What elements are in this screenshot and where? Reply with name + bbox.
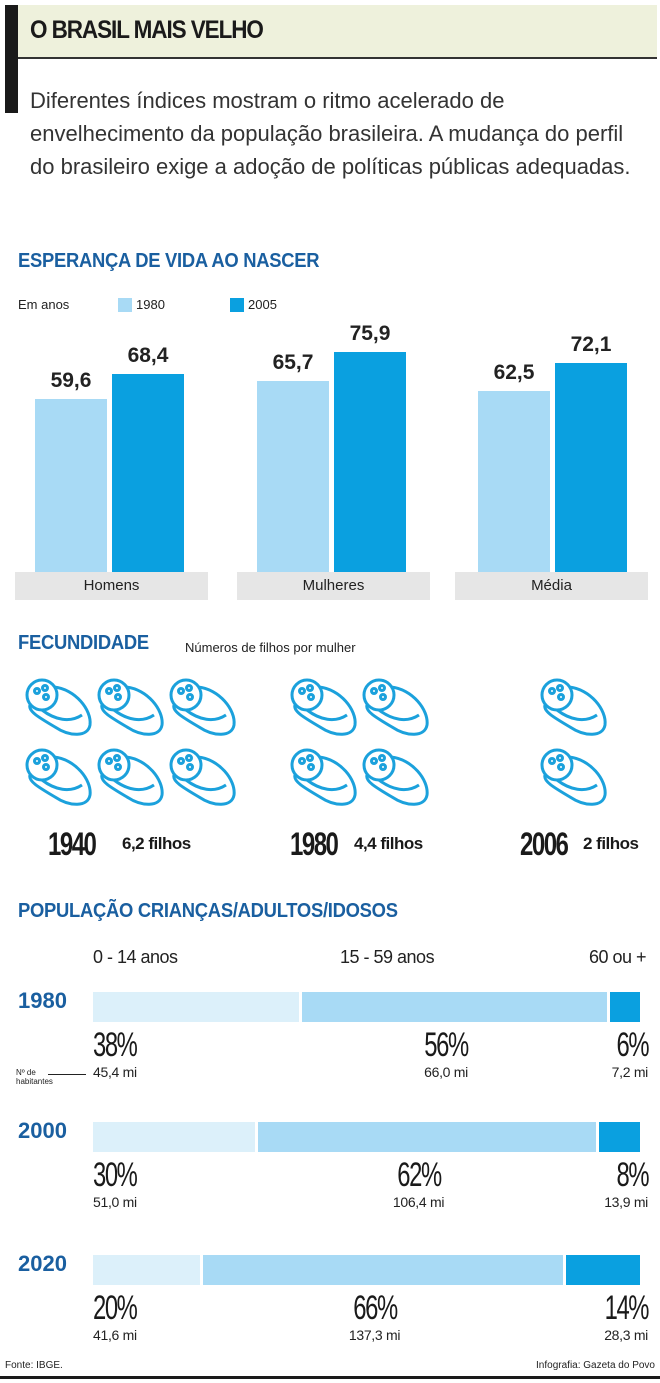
baby-icon	[92, 745, 166, 816]
segment-2	[599, 1122, 640, 1152]
value-label: 59,6	[50, 369, 92, 393]
segment-1	[258, 1122, 596, 1152]
bar-2005	[334, 351, 406, 572]
fertility-year: 2006	[520, 826, 569, 862]
legend-swatch-2005	[230, 298, 244, 312]
legend-swatch-1980	[118, 298, 132, 312]
fertility-value: 2 filhos	[583, 834, 639, 853]
population-label: 106,4 mi	[392, 1194, 445, 1210]
accent-bar	[5, 5, 18, 113]
row-year: 1980	[18, 988, 67, 1013]
category-label: Homens	[15, 572, 208, 600]
fertility-title: FECUNDIDADE	[18, 632, 149, 654]
percent-label: 8%	[616, 1156, 649, 1194]
population-label: 45,4 mi	[93, 1064, 137, 1080]
percent-label: 66%	[352, 1289, 398, 1327]
value-label: 68,4	[127, 343, 169, 367]
fertility-subtitle: Números de filhos por mulher	[185, 640, 356, 655]
baby-icon	[285, 675, 359, 746]
segment-1	[203, 1255, 563, 1285]
population-label: 13,9 mi	[604, 1194, 648, 1210]
population-label: 28,3 mi	[604, 1327, 648, 1343]
baby-icon	[164, 675, 238, 746]
population-label: 137,3 mi	[348, 1327, 401, 1343]
legend-2005: 2005	[248, 297, 277, 312]
age-group-label: 15 - 59 anos	[340, 947, 435, 967]
baby-icon	[92, 675, 166, 746]
segment-0	[93, 1255, 200, 1285]
age-group-label: 0 - 14 anos	[93, 947, 178, 967]
population-label: 41,6 mi	[93, 1327, 137, 1343]
unit-label: Em anos	[18, 297, 70, 312]
bottom-rule	[0, 1376, 660, 1379]
bar-2005	[555, 362, 627, 572]
percent-label: 62%	[396, 1156, 442, 1194]
row-year: 2020	[18, 1251, 67, 1276]
life-expectancy-title: ESPERANÇA DE VIDA AO NASCER	[18, 250, 320, 272]
population-label: 51,0 mi	[93, 1194, 137, 1210]
inhabitants-annotation: Nº de habitantes	[16, 1068, 53, 1086]
arrow-icon	[48, 1074, 86, 1075]
baby-icon	[285, 745, 359, 816]
fertility-year: 1940	[48, 826, 97, 862]
value-label: 62,5	[493, 360, 535, 384]
category-label: Média	[455, 572, 648, 600]
page-title: O BRASIL MAIS VELHO	[30, 16, 264, 44]
value-label: 75,9	[349, 321, 391, 345]
percent-label: 30%	[93, 1156, 138, 1194]
value-label: 72,1	[570, 332, 612, 356]
bar-2005	[112, 373, 184, 572]
value-label: 65,7	[272, 351, 314, 375]
legend-1980: 1980	[136, 297, 165, 312]
percent-label: 56%	[424, 1026, 469, 1064]
row-year: 2000	[18, 1118, 67, 1143]
baby-icon	[357, 745, 431, 816]
percent-label: 20%	[93, 1289, 138, 1327]
population-label: 66,0 mi	[424, 1064, 468, 1080]
age-group-label: 60 ou +	[588, 947, 647, 967]
intro-text: Diferentes índices mostram o ritmo acele…	[30, 88, 631, 179]
segment-0	[93, 1122, 255, 1152]
fertility-value: 4,4 filhos	[354, 834, 423, 853]
percent-label: 38%	[93, 1026, 138, 1064]
bar-1980	[257, 381, 329, 572]
category-label: Mulheres	[237, 572, 430, 600]
percent-label: 14%	[604, 1289, 650, 1327]
segment-2	[610, 992, 640, 1022]
baby-icon	[20, 745, 94, 816]
segment-1	[302, 992, 607, 1022]
segment-0	[93, 992, 299, 1022]
baby-icon	[357, 675, 431, 746]
bar-1980	[478, 390, 550, 572]
segment-2	[566, 1255, 640, 1285]
fertility-value: 6,2 filhos	[122, 834, 191, 853]
baby-icon	[20, 675, 94, 746]
population-title: POPULAÇÃO CRIANÇAS/ADULTOS/IDOSOS	[18, 900, 398, 922]
bar-1980	[35, 399, 107, 572]
population-label: 7,2 mi	[611, 1064, 649, 1080]
header-band	[5, 5, 657, 59]
fertility-year: 1980	[290, 826, 339, 862]
baby-icon	[535, 675, 609, 746]
baby-icon	[535, 745, 609, 816]
credit: Infografia: Gazeta do Povo	[536, 1360, 655, 1371]
percent-label: 6%	[616, 1026, 649, 1064]
source: Fonte: IBGE.	[5, 1360, 63, 1371]
baby-icon	[164, 745, 238, 816]
